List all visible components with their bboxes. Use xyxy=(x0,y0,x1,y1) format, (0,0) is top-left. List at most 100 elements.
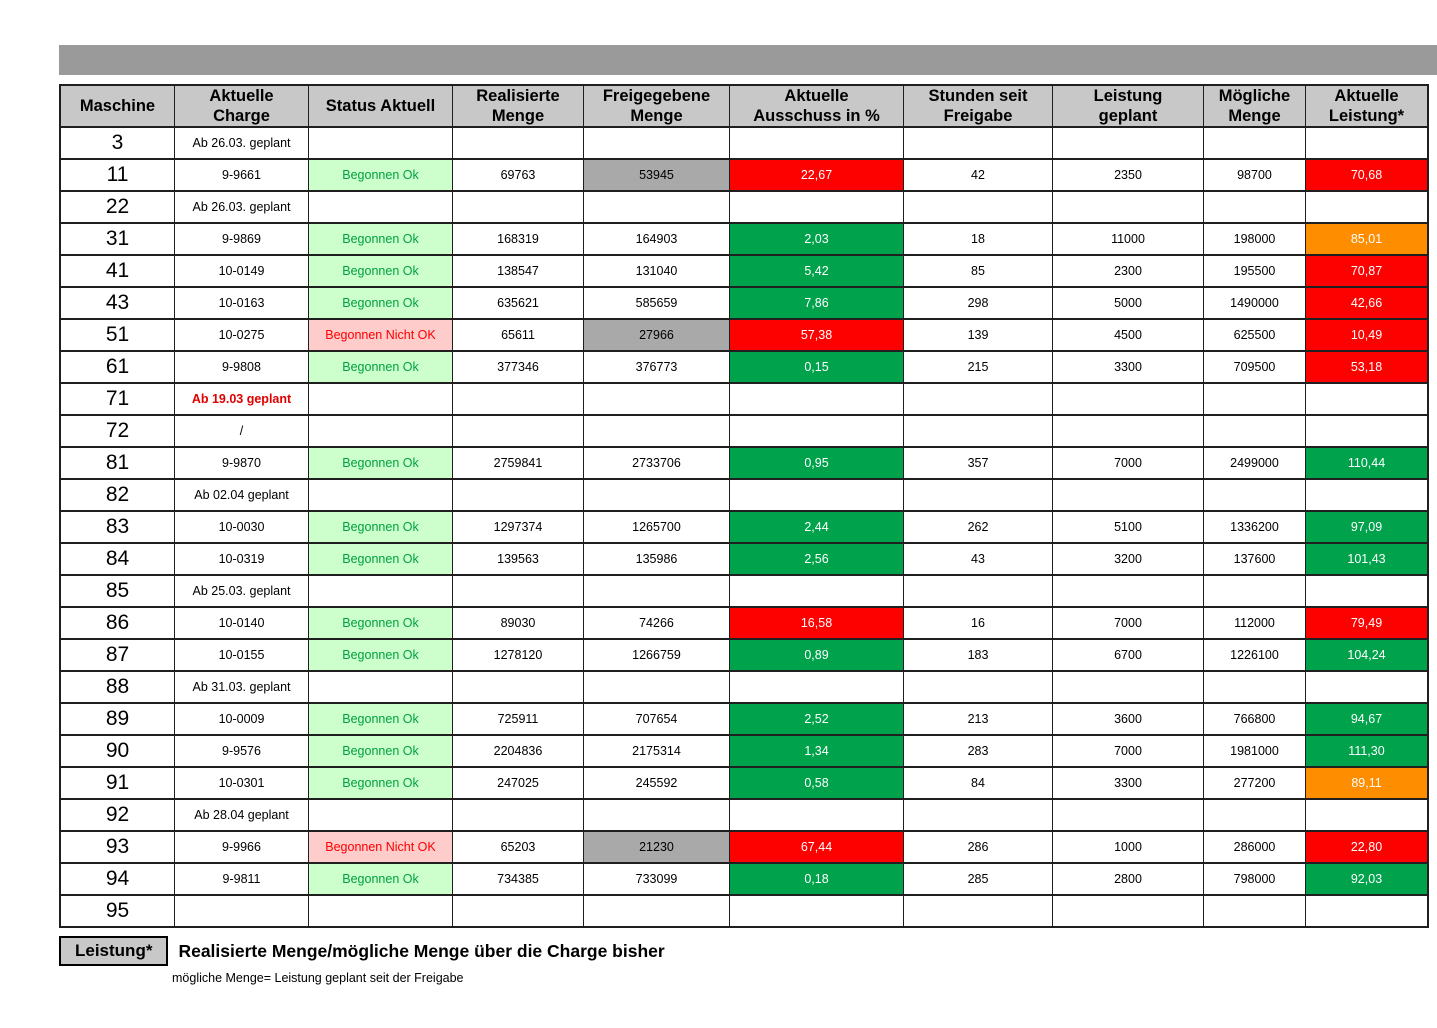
moegliche-menge-cell: 112000 xyxy=(1203,606,1306,641)
moegliche-menge-cell: 2499000 xyxy=(1203,446,1306,481)
machine-cell: 22 xyxy=(59,190,175,225)
ausschuss-cell: 0,18 xyxy=(729,862,904,897)
table-row: 89 10-0009 Begonnen Ok 725911 707654 2,52 213 3… xyxy=(59,702,1429,737)
leistung-geplant-cell xyxy=(1052,670,1204,705)
charge-cell: Ab 02.04 geplant xyxy=(174,478,309,513)
leistung-geplant-cell: 1000 xyxy=(1052,830,1204,865)
moegliche-menge-cell: 798000 xyxy=(1203,862,1306,897)
stunden-seit-freigabe-cell xyxy=(903,798,1053,833)
freigegebene-menge-cell: 376773 xyxy=(583,350,730,385)
moegliche-menge-cell: 625500 xyxy=(1203,318,1306,353)
machine-cell: 88 xyxy=(59,670,175,705)
aktuelle-leistung-cell: 22,80 xyxy=(1305,830,1429,865)
charge-cell: 9-9966 xyxy=(174,830,309,865)
realisierte-menge-cell: 2759841 xyxy=(452,446,584,481)
table-row: 91 10-0301 Begonnen Ok 247025 245592 0,58 84 33… xyxy=(59,766,1429,801)
realisierte-menge-cell: 138547 xyxy=(452,254,584,289)
realisierte-menge-cell: 377346 xyxy=(452,350,584,385)
stunden-seit-freigabe-cell xyxy=(903,894,1053,929)
stunden-seit-freigabe-cell: 84 xyxy=(903,766,1053,801)
machine-cell: 31 xyxy=(59,222,175,257)
table-row: 84 10-0319 Begonnen Ok 139563 135986 2,56 43 32… xyxy=(59,542,1429,577)
status-cell xyxy=(308,894,453,929)
leistung-geplant-cell xyxy=(1052,126,1204,161)
ausschuss-cell: 5,42 xyxy=(729,254,904,289)
status-cell: Begonnen Ok xyxy=(308,542,453,577)
freigegebene-menge-cell: 74266 xyxy=(583,606,730,641)
stunden-seit-freigabe-cell: 283 xyxy=(903,734,1053,769)
aktuelle-leistung-cell xyxy=(1305,126,1429,161)
stunden-seit-freigabe-cell: 43 xyxy=(903,542,1053,577)
freigegebene-menge-cell xyxy=(583,414,730,449)
aktuelle-leistung-cell: 53,18 xyxy=(1305,350,1429,385)
machine-cell: 81 xyxy=(59,446,175,481)
aktuelle-leistung-cell xyxy=(1305,190,1429,225)
status-cell: Begonnen Ok xyxy=(308,254,453,289)
charge-cell: 10-0163 xyxy=(174,286,309,321)
table-row: 82 Ab 02.04 geplant xyxy=(59,478,1429,513)
freigegebene-menge-cell: 733099 xyxy=(583,862,730,897)
aktuelle-leistung-cell: 101,43 xyxy=(1305,542,1429,577)
column-header: Aktuelle Charge xyxy=(174,83,309,129)
aktuelle-leistung-cell: 92,03 xyxy=(1305,862,1429,897)
status-cell: Begonnen Ok xyxy=(308,862,453,897)
legend-subtitle: mögliche Menge= Leistung geplant seit de… xyxy=(172,971,464,985)
machine-cell: 11 xyxy=(59,158,175,193)
moegliche-menge-cell xyxy=(1203,190,1306,225)
stunden-seit-freigabe-cell: 285 xyxy=(903,862,1053,897)
column-header: Maschine xyxy=(59,83,175,129)
machine-cell: 41 xyxy=(59,254,175,289)
ausschuss-cell: 0,58 xyxy=(729,766,904,801)
freigegebene-menge-cell: 164903 xyxy=(583,222,730,257)
status-cell: Begonnen Ok xyxy=(308,734,453,769)
machine-cell: 93 xyxy=(59,830,175,865)
realisierte-menge-cell: 734385 xyxy=(452,862,584,897)
freigegebene-menge-cell: 1265700 xyxy=(583,510,730,545)
aktuelle-leistung-cell xyxy=(1305,382,1429,417)
aktuelle-leistung-cell: 110,44 xyxy=(1305,446,1429,481)
machine-cell: 61 xyxy=(59,350,175,385)
table-row: 93 9-9966 Begonnen Nicht OK 65203 21230 67,44… xyxy=(59,830,1429,865)
freigegebene-menge-cell: 131040 xyxy=(583,254,730,289)
charge-cell: 10-0030 xyxy=(174,510,309,545)
moegliche-menge-cell xyxy=(1203,894,1306,929)
machine-cell: 84 xyxy=(59,542,175,577)
charge-cell: 9-9869 xyxy=(174,222,309,257)
leistung-geplant-cell xyxy=(1052,190,1204,225)
header-row: Maschine Aktuelle Charge Status Aktuell Rea… xyxy=(59,83,1429,129)
machine-cell: 86 xyxy=(59,606,175,641)
realisierte-menge-cell xyxy=(452,414,584,449)
stunden-seit-freigabe-cell: 183 xyxy=(903,638,1053,673)
aktuelle-leistung-cell: 79,49 xyxy=(1305,606,1429,641)
moegliche-menge-cell: 1336200 xyxy=(1203,510,1306,545)
freigegebene-menge-cell xyxy=(583,478,730,513)
ausschuss-cell: 2,52 xyxy=(729,702,904,737)
charge-cell: 10-0140 xyxy=(174,606,309,641)
charge-cell: 10-0155 xyxy=(174,638,309,673)
column-header: Leistung geplant xyxy=(1052,83,1204,129)
table-row: 81 9-9870 Begonnen Ok 2759841 2733706 0,95 357… xyxy=(59,446,1429,481)
stunden-seit-freigabe-cell xyxy=(903,190,1053,225)
status-cell: Begonnen Ok xyxy=(308,702,453,737)
charge-cell: 10-0275 xyxy=(174,318,309,353)
leistung-geplant-cell xyxy=(1052,478,1204,513)
machine-cell: 87 xyxy=(59,638,175,673)
ausschuss-cell: 0,89 xyxy=(729,638,904,673)
table-row: 22 Ab 26.03. geplant xyxy=(59,190,1429,225)
column-header: Stunden seit Freigabe xyxy=(903,83,1053,129)
stunden-seit-freigabe-cell: 215 xyxy=(903,350,1053,385)
column-header: Mögliche Menge xyxy=(1203,83,1306,129)
leistung-geplant-cell: 7000 xyxy=(1052,606,1204,641)
status-cell: Begonnen Ok xyxy=(308,510,453,545)
aktuelle-leistung-cell xyxy=(1305,894,1429,929)
moegliche-menge-cell: 137600 xyxy=(1203,542,1306,577)
ausschuss-cell: 67,44 xyxy=(729,830,904,865)
moegliche-menge-cell: 198000 xyxy=(1203,222,1306,257)
leistung-geplant-cell xyxy=(1052,798,1204,833)
moegliche-menge-cell: 1226100 xyxy=(1203,638,1306,673)
status-cell: Begonnen Ok xyxy=(308,286,453,321)
machine-cell: 3 xyxy=(59,126,175,161)
ausschuss-cell xyxy=(729,894,904,929)
charge-cell: / xyxy=(174,414,309,449)
status-cell xyxy=(308,478,453,513)
